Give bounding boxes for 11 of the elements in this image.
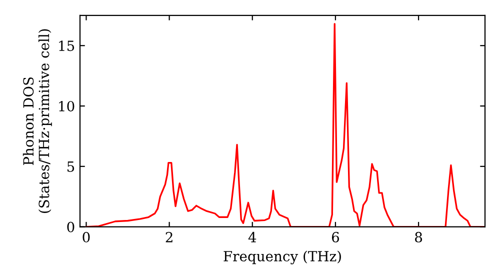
x-tick-label: 2: [166, 232, 172, 242]
x-tick-label: 6: [332, 232, 340, 242]
y-tick-label: 10: [59, 100, 74, 112]
x-tick-label: 0: [82, 232, 90, 242]
y-axis-title: Phonon DOS (States/THz·primitive cell): [22, 29, 52, 213]
x-tick-label: 8: [415, 232, 422, 242]
y-tick-label: 5: [67, 162, 74, 172]
y-tick-label: 15: [59, 40, 74, 52]
y-tick-label: 0: [67, 222, 74, 232]
x-axis-title: Frequency (THz): [224, 250, 341, 264]
x-tick-label: 4: [248, 232, 256, 242]
